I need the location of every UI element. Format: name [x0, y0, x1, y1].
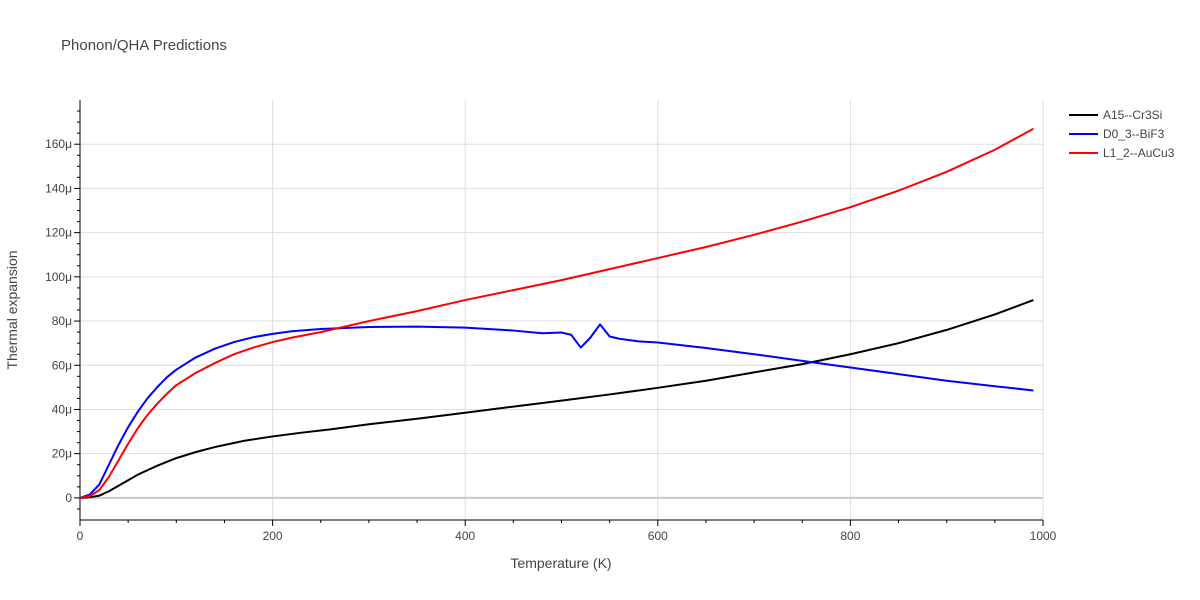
- y-tick-label: 80μ: [52, 314, 72, 328]
- y-tick-label: 60μ: [52, 358, 72, 372]
- y-tick-label: 160μ: [45, 137, 72, 151]
- y-axis-title: Thermal expansion: [4, 250, 20, 369]
- series-group: [79, 127, 1034, 499]
- legend-item[interactable]: L1_2--AuCu3: [1069, 146, 1175, 160]
- y-tick-label: 140μ: [45, 181, 72, 195]
- series-line-0: [79, 299, 1034, 499]
- x-tick-label: 1000: [1030, 529, 1057, 543]
- y-tick-label: 20μ: [52, 447, 72, 461]
- y-tick-labels: 0 20μ 40μ 60μ 80μ 100μ 120μ 140μ 160μ: [45, 137, 72, 505]
- y-tick-label: 0: [65, 491, 72, 505]
- x-tick-label: 600: [648, 529, 668, 543]
- legend-item[interactable]: A15--Cr3Si: [1069, 108, 1162, 122]
- legend-label: L1_2--AuCu3: [1103, 146, 1175, 160]
- legend-label: A15--Cr3Si: [1103, 108, 1162, 122]
- x-tick-label: 200: [263, 529, 283, 543]
- legend-item[interactable]: D0_3--BiF3: [1069, 127, 1165, 141]
- x-axis-title: Temperature (K): [510, 555, 611, 571]
- grid: [80, 100, 1044, 520]
- x-tick-label: 400: [455, 529, 475, 543]
- x-tick-labels: 0 200 400 600 800 1000: [77, 529, 1057, 543]
- legend[interactable]: A15--Cr3Si D0_3--BiF3 L1_2--AuCu3: [1069, 108, 1175, 160]
- chart-title: Phonon/QHA Predictions: [61, 37, 227, 54]
- y-tick-label: 40μ: [52, 402, 72, 416]
- legend-label: D0_3--BiF3: [1103, 127, 1165, 141]
- axes: [74, 100, 1044, 526]
- series-line-2: [79, 127, 1034, 499]
- series-line-1: [79, 323, 1034, 499]
- x-tick-label: 800: [840, 529, 860, 543]
- x-tick-label: 0: [77, 529, 84, 543]
- y-tick-label: 100μ: [45, 270, 72, 284]
- y-tick-label: 120μ: [45, 226, 72, 240]
